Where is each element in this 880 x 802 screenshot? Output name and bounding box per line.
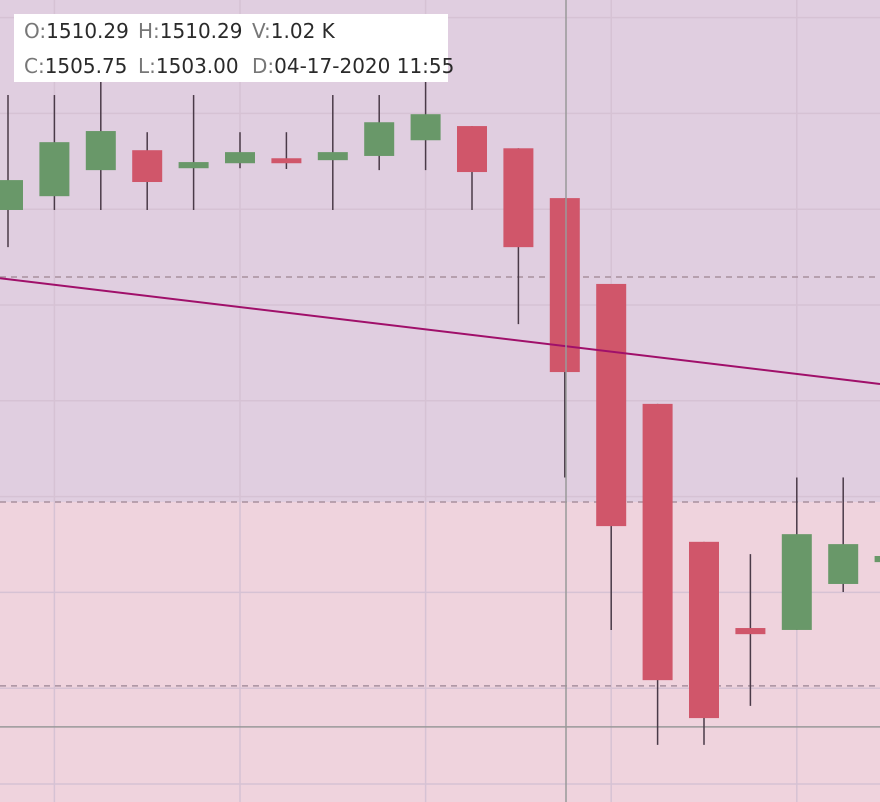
candle-body	[735, 628, 766, 635]
candle-body	[410, 114, 441, 141]
candle-body	[549, 198, 580, 373]
candle-body	[317, 152, 348, 161]
lower-zone	[0, 502, 880, 802]
tooltip-value: 1505.75	[45, 54, 128, 78]
candle-body	[642, 403, 673, 681]
candle-body	[457, 126, 487, 173]
candle-body	[874, 555, 880, 563]
tooltip-value: 1510.29	[46, 19, 129, 43]
tooltip-label: L:	[138, 54, 156, 78]
candle-body	[503, 148, 534, 248]
candle-body	[0, 180, 23, 210]
candle-body	[178, 162, 209, 169]
candle-body	[596, 283, 627, 527]
candle-body	[85, 131, 116, 171]
tooltip-label: O:	[24, 19, 46, 43]
candle-body	[225, 152, 255, 164]
tooltip-item: H:1510.29	[138, 19, 243, 43]
candle-body	[132, 150, 163, 183]
tooltip-value: 1510.29	[160, 19, 243, 43]
tooltip-item: V:1.02 K	[252, 19, 336, 43]
tooltip-label: C:	[24, 54, 45, 78]
tooltip-label: H:	[138, 19, 160, 43]
tooltip-item: O:1510.29	[24, 19, 129, 43]
candle-body	[781, 534, 812, 630]
candle-body	[828, 544, 859, 584]
tooltip-value: 04-17-2020 11:55	[274, 54, 454, 78]
tooltip-label: D:	[252, 54, 274, 78]
candle-body	[271, 158, 302, 164]
candle-body	[689, 541, 719, 719]
tooltip-box	[14, 14, 448, 82]
tooltip-item: C:1505.75	[24, 54, 127, 78]
trend-line	[0, 277, 880, 385]
tooltip-item: L:1503.00	[138, 54, 239, 78]
tooltip-label: V:	[252, 19, 271, 43]
tooltip-value: 1503.00	[156, 54, 239, 78]
tooltip-value: 1.02 K	[271, 19, 336, 43]
candle-body	[364, 122, 395, 156]
upper-zone	[0, 0, 880, 502]
candle-body	[39, 142, 70, 197]
tooltip-item: D:04-17-2020 11:55	[252, 54, 454, 78]
